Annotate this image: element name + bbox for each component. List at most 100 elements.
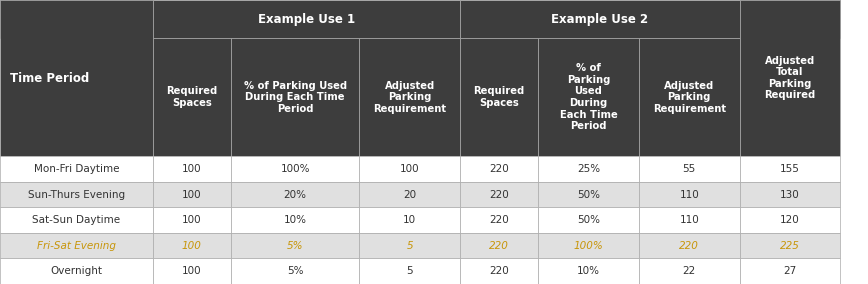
Text: 10%: 10% xyxy=(577,266,600,276)
Bar xyxy=(153,156,231,182)
Text: 20%: 20% xyxy=(284,189,306,200)
Text: % of Parking Used
During Each Time
Period: % of Parking Used During Each Time Perio… xyxy=(244,81,346,114)
Bar xyxy=(231,233,359,258)
Bar xyxy=(0,0,153,38)
Text: 100: 100 xyxy=(182,164,201,174)
Text: Fri-Sat Evening: Fri-Sat Evening xyxy=(36,241,116,251)
Text: 10: 10 xyxy=(403,215,417,225)
Bar xyxy=(460,258,538,284)
Text: 100: 100 xyxy=(182,215,201,225)
Bar xyxy=(359,38,460,156)
Bar xyxy=(460,182,538,207)
Bar xyxy=(740,207,840,233)
Text: Required
Spaces: Required Spaces xyxy=(473,86,525,108)
Bar xyxy=(153,0,460,38)
Bar xyxy=(0,233,153,258)
Text: Time Period: Time Period xyxy=(10,72,89,85)
Text: 220: 220 xyxy=(490,164,509,174)
Text: 225: 225 xyxy=(780,241,799,251)
Text: Example Use 1: Example Use 1 xyxy=(258,13,355,26)
Bar xyxy=(740,258,840,284)
Text: 130: 130 xyxy=(780,189,799,200)
Text: 100: 100 xyxy=(182,266,201,276)
Text: 20: 20 xyxy=(403,189,417,200)
Text: 220: 220 xyxy=(490,266,509,276)
Bar xyxy=(359,258,460,284)
Bar xyxy=(460,156,538,182)
Bar xyxy=(0,207,153,233)
Text: Required
Spaces: Required Spaces xyxy=(166,86,218,108)
Text: 120: 120 xyxy=(780,215,799,225)
Bar xyxy=(359,207,460,233)
Bar xyxy=(153,38,231,156)
Text: 22: 22 xyxy=(682,266,696,276)
Bar xyxy=(0,258,153,284)
Text: 100: 100 xyxy=(400,164,419,174)
Bar xyxy=(153,233,231,258)
Bar xyxy=(231,156,359,182)
Text: 5: 5 xyxy=(406,266,413,276)
Text: 5%: 5% xyxy=(286,241,304,251)
Bar xyxy=(639,258,740,284)
Bar xyxy=(153,258,231,284)
Bar xyxy=(538,258,639,284)
Bar xyxy=(460,207,538,233)
Text: Example Use 2: Example Use 2 xyxy=(551,13,648,26)
Bar xyxy=(639,182,740,207)
Text: 10%: 10% xyxy=(284,215,306,225)
Text: 100%: 100% xyxy=(574,241,603,251)
Text: Mon-Fri Daytime: Mon-Fri Daytime xyxy=(34,164,119,174)
Bar xyxy=(460,38,538,156)
Bar xyxy=(231,38,359,156)
Bar xyxy=(359,156,460,182)
Bar xyxy=(740,0,840,38)
Bar xyxy=(538,38,639,156)
Bar xyxy=(0,182,153,207)
Text: 5: 5 xyxy=(406,241,413,251)
Text: Adjusted
Parking
Requirement: Adjusted Parking Requirement xyxy=(373,81,446,114)
Bar xyxy=(231,182,359,207)
Bar xyxy=(153,207,231,233)
Bar xyxy=(740,156,840,182)
Text: 27: 27 xyxy=(783,266,797,276)
Text: Overnight: Overnight xyxy=(50,266,102,276)
Text: 220: 220 xyxy=(490,241,509,251)
Text: 110: 110 xyxy=(680,215,699,225)
Bar xyxy=(460,233,538,258)
Bar xyxy=(639,207,740,233)
Text: 155: 155 xyxy=(780,164,799,174)
Text: 50%: 50% xyxy=(577,215,600,225)
Text: 220: 220 xyxy=(680,241,699,251)
Text: 100: 100 xyxy=(182,241,201,251)
Text: % of
Parking
Used
During
Each Time
Period: % of Parking Used During Each Time Perio… xyxy=(560,63,617,131)
Text: 100: 100 xyxy=(182,189,201,200)
Bar xyxy=(460,0,740,38)
Text: Sun-Thurs Evening: Sun-Thurs Evening xyxy=(28,189,125,200)
Bar xyxy=(538,207,639,233)
Text: 50%: 50% xyxy=(577,189,600,200)
Text: 25%: 25% xyxy=(577,164,600,174)
Bar xyxy=(0,156,153,182)
Bar xyxy=(0,0,153,156)
Text: 5%: 5% xyxy=(286,266,304,276)
Bar xyxy=(740,233,840,258)
Text: 220: 220 xyxy=(490,189,509,200)
Text: 100%: 100% xyxy=(280,164,310,174)
Bar xyxy=(359,182,460,207)
Text: 220: 220 xyxy=(490,215,509,225)
Text: Adjusted
Parking
Requirement: Adjusted Parking Requirement xyxy=(653,81,726,114)
Bar xyxy=(153,182,231,207)
Text: 55: 55 xyxy=(682,164,696,174)
Text: Sat-Sun Daytime: Sat-Sun Daytime xyxy=(32,215,121,225)
Bar xyxy=(740,182,840,207)
Bar xyxy=(538,233,639,258)
Bar xyxy=(740,0,840,156)
Bar xyxy=(639,38,740,156)
Bar xyxy=(538,156,639,182)
Text: Adjusted
Total
Parking
Required: Adjusted Total Parking Required xyxy=(764,56,816,101)
Bar xyxy=(538,182,639,207)
Bar xyxy=(359,233,460,258)
Text: 110: 110 xyxy=(680,189,699,200)
Bar xyxy=(639,156,740,182)
Bar xyxy=(231,207,359,233)
